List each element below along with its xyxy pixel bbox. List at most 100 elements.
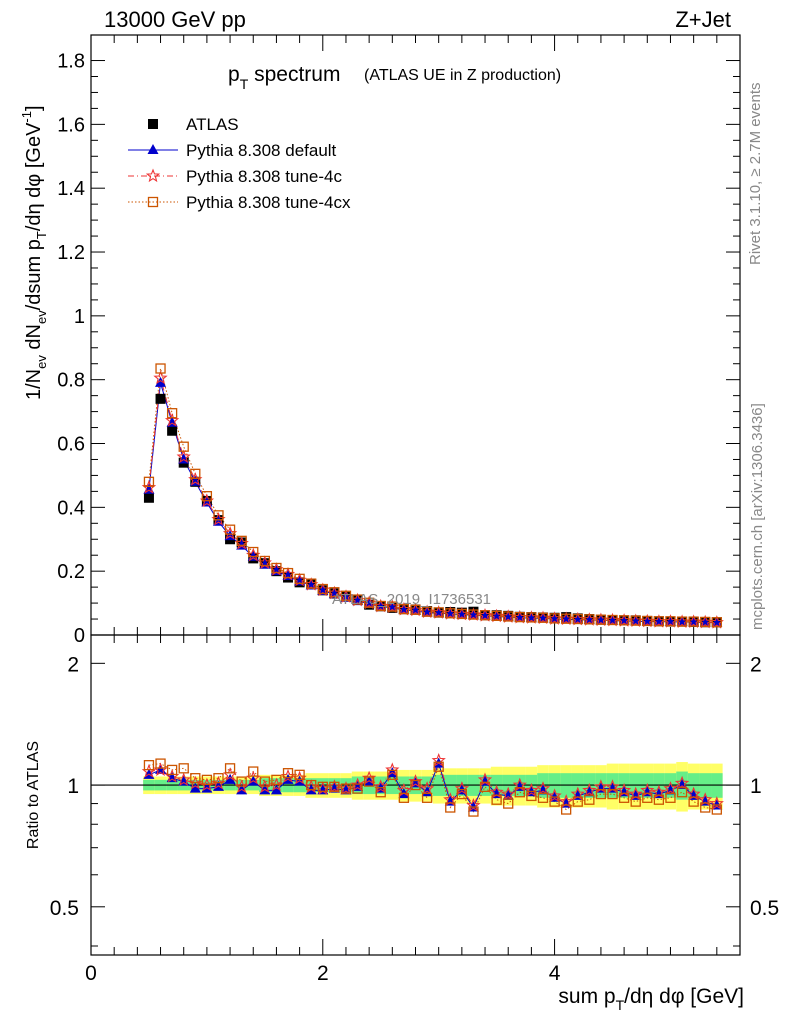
ratio-point [665, 792, 676, 803]
ratio-point [711, 804, 722, 815]
data-point [398, 603, 410, 615]
legend-marker [147, 144, 159, 154]
data-point [153, 370, 168, 385]
data-point [213, 510, 224, 521]
ratio-panel: 0.5 0.5 1 1 2 2 0 2 4 Ratio to ATLAS sum pT/dη d… [25, 634, 779, 1013]
ratio-point [385, 762, 400, 777]
data-point [618, 615, 630, 626]
data-point [665, 616, 676, 627]
data-point [271, 562, 282, 574]
legend-marker [145, 168, 161, 183]
ratio-point [282, 768, 294, 779]
ratio-point [559, 794, 574, 808]
ratio-data-marks [141, 752, 724, 817]
data-point [329, 587, 340, 598]
data-point [375, 600, 386, 612]
ratio-series-line [148, 763, 717, 813]
ratio-point [190, 773, 201, 784]
data-point [676, 616, 688, 627]
x-tick-label: 4 [549, 962, 561, 985]
ratio-point [674, 775, 690, 790]
data-point [468, 609, 479, 620]
ratio-point [618, 792, 630, 803]
ratio-point [549, 796, 560, 807]
data-point [201, 491, 213, 502]
ratio-point [700, 802, 711, 813]
data-point [711, 617, 722, 628]
y-tick-label: 1.2 [57, 242, 85, 264]
ratio-point [547, 788, 562, 803]
data-point [688, 616, 699, 627]
data-point [306, 578, 317, 589]
ratio-point [676, 787, 688, 798]
data-point [642, 615, 653, 627]
legend-marker [147, 196, 159, 208]
ratio-point [443, 792, 458, 806]
ratio-point [224, 763, 236, 774]
plot-title: pT spectrum [228, 63, 340, 92]
ratio-point [306, 779, 317, 791]
ratio-point [561, 804, 572, 815]
data-point [561, 613, 572, 624]
series-line [148, 377, 717, 624]
data-point [584, 614, 595, 625]
data-point [236, 535, 247, 547]
ratio-point [361, 770, 377, 785]
y-tick-label: 0.4 [57, 497, 85, 519]
y-tick-label: 0.6 [57, 434, 85, 456]
data-point [143, 492, 154, 503]
data-point [387, 601, 398, 612]
ratio-point [454, 781, 470, 795]
ratio-point [419, 781, 435, 795]
main-axis-ticks: 0 0.2 0.4 0.6 0.8 1 1.2 1.4 1.6 1.8 [57, 35, 741, 647]
data-point [178, 441, 189, 452]
ratio-point [653, 794, 665, 805]
ratio-point [479, 781, 491, 792]
ratio-point [503, 798, 514, 809]
ratio-point [595, 788, 607, 800]
y-tick-label: 1 [74, 306, 85, 328]
ratio-point [431, 752, 446, 767]
data-point [549, 613, 560, 624]
data-point [352, 594, 363, 605]
ratio-point [630, 796, 641, 807]
ratio-point [236, 776, 247, 787]
legend-label: Pythia 8.308 tune-4c [186, 167, 342, 186]
data-point [572, 613, 583, 625]
data-point [143, 476, 155, 487]
ratio-point [155, 758, 166, 769]
data-point [294, 573, 305, 584]
y-tick-label: 0.2 [57, 561, 85, 583]
ratio-point [584, 794, 595, 805]
ratio-point [329, 781, 340, 792]
legend-label: Pythia 8.308 default [186, 141, 337, 160]
ratio-point [456, 788, 468, 800]
ratio-y-tick-label: 1 [67, 775, 79, 798]
ratio-point [270, 784, 282, 795]
series-line [148, 382, 717, 624]
ratio-point [398, 792, 410, 803]
ratio-point [607, 788, 618, 800]
data-point [166, 408, 178, 419]
ratio-point [143, 760, 155, 771]
data-point [410, 604, 421, 615]
ratio-point [466, 798, 481, 812]
data-point [164, 413, 180, 427]
ratio-y-tick-label-right: 1 [750, 775, 762, 798]
data-point [190, 468, 201, 479]
data-point [224, 524, 236, 535]
data-point [503, 611, 514, 622]
data-point [363, 597, 375, 608]
data-point [526, 612, 537, 623]
ratio-point [213, 773, 224, 784]
analysis-watermark: ATLAS_2019_I1736531 [332, 591, 491, 608]
y-tick-label: 0 [74, 625, 85, 647]
ratio-point [375, 787, 386, 798]
ratio-point [340, 783, 352, 794]
data-point [155, 363, 166, 374]
ratio-y-tick-label-right: 2 [750, 653, 762, 676]
ratio-point [663, 781, 678, 795]
main-data-marks [141, 363, 724, 629]
ratio-point [501, 786, 516, 801]
